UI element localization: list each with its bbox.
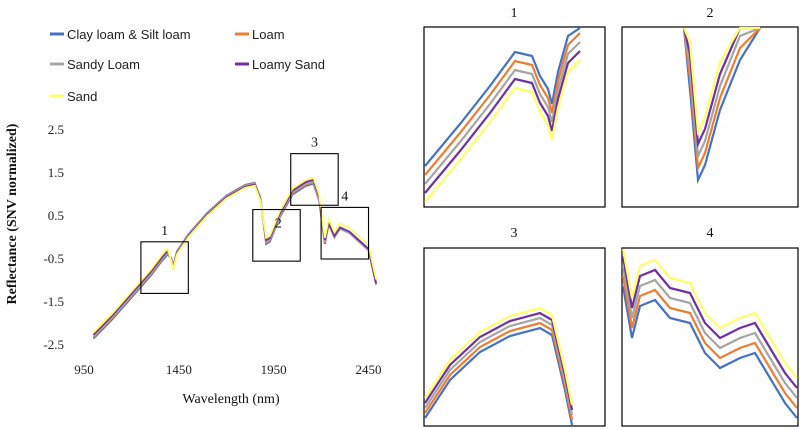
zoom-boxes: 1 2 3 4 (140, 136, 370, 294)
inset1-line-loam (424, 32, 581, 176)
x-tick-label: 1950 (261, 362, 287, 377)
zoom-box-4 (320, 206, 370, 260)
inset1-line-loamy-sand (424, 50, 581, 194)
y-tick-label: 0.5 (48, 208, 64, 223)
inset-panel-2: 2 (621, 6, 799, 208)
inset-panel-4: 4 (621, 226, 799, 427)
inset-title-2: 2 (707, 6, 714, 21)
y-tick-label: 1.5 (48, 165, 64, 180)
inset-frame-3 (423, 247, 606, 427)
y-tick-labels: 2.5 1.5 0.5 -0.5 -1.5 -2.5 (43, 122, 64, 352)
inset-series-4 (621, 248, 798, 419)
zoom-box-label-1: 1 (161, 224, 168, 239)
main-series (92, 176, 377, 340)
legend-label-loam: Loam (252, 27, 285, 42)
y-axis-label: Reflectance (SNV normalized) (5, 123, 20, 304)
y-tick-label: 2.5 (48, 122, 64, 137)
inset-title-4: 4 (707, 226, 714, 241)
zoom-box-label-2: 2 (275, 217, 282, 232)
legend-label-sandy-loam: Sandy Loam (67, 57, 140, 72)
main-chart: Reflectance (SNV normalized) Wavelength … (5, 122, 382, 407)
main-series-line-clay-silt (92, 181, 377, 340)
inset-frame-4 (621, 247, 799, 427)
legend-label-loamy-sand: Loamy Sand (252, 57, 325, 72)
zoom-box-1 (140, 241, 189, 294)
inset3-line-sandy-loam (424, 316, 574, 416)
inset-frame-2 (621, 26, 799, 208)
x-tick-label: 1450 (166, 362, 192, 377)
inset4-line-loam (621, 275, 798, 409)
x-tick-label: 950 (74, 362, 94, 377)
inset1-line-sand (424, 59, 581, 203)
legend: Clay loam & Silt loam Loam Sandy Loam Lo… (50, 27, 325, 104)
inset4-line-clay-silt (621, 285, 798, 419)
inset2-line-sand (682, 26, 760, 137)
inset4-line-loamy-sand (621, 255, 798, 389)
zoom-box-label-3: 3 (311, 136, 318, 151)
main-series-line-sand (92, 176, 377, 334)
inset-frame-1 (423, 26, 606, 208)
inset1-line-clay-silt (424, 27, 581, 167)
inset-series-3 (424, 306, 574, 426)
inset-panel-3: 3 (423, 226, 606, 427)
y-tick-label: -2.5 (43, 337, 64, 352)
inset3-line-clay-silt (424, 326, 574, 426)
x-tick-labels: 950 1450 1950 2450 (74, 362, 381, 377)
legend-label-clay-silt: Clay loam & Silt loam (67, 27, 191, 42)
inset3-line-loamy-sand (424, 311, 574, 411)
inset3-line-loam (424, 321, 574, 421)
inset1-line-sandy-loam (424, 41, 581, 185)
y-tick-label: -1.5 (43, 294, 64, 309)
inset-panel-1: 1 (423, 6, 606, 208)
inset4-line-sand (621, 248, 798, 379)
inset-series-2 (682, 26, 761, 185)
inset3-line-sand (424, 306, 574, 406)
x-axis-label: Wavelength (nm) (182, 392, 280, 407)
main-series-line-loamy-sand (92, 178, 377, 336)
zoom-box-2 (252, 209, 301, 262)
legend-label-sand: Sand (67, 89, 97, 104)
inset4-line-sandy-loam (621, 265, 798, 399)
zoom-box-label-4: 4 (341, 189, 348, 204)
inset-series-1 (424, 27, 581, 203)
y-tick-label: -0.5 (43, 251, 64, 266)
x-tick-label: 2450 (356, 362, 382, 377)
zoom-box-3 (290, 153, 339, 206)
inset-title-3: 3 (511, 226, 518, 241)
inset-title-1: 1 (511, 6, 518, 21)
